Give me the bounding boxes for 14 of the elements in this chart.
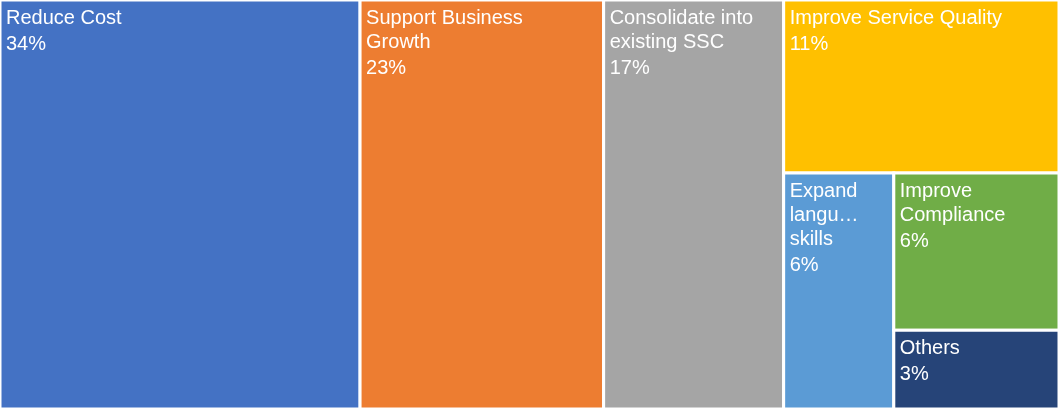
category-label: Expand langu… skills [789, 179, 859, 250]
data-label: 23% [366, 56, 407, 78]
data-label: 6% [789, 253, 819, 276]
data-label: 17% [609, 56, 650, 78]
category-label: Reduce Cost [6, 6, 123, 28]
category-label: Support Business Growth [366, 6, 523, 52]
data-label: 3% [899, 362, 929, 385]
data-label: 6% [899, 229, 929, 252]
category-label: Consolidate into existing SSC [609, 6, 754, 52]
category-label: Improve Service Quality [789, 6, 1002, 28]
category-label: Others [899, 336, 960, 359]
data-label: 34% [6, 32, 47, 54]
category-label: Improve Compliance [899, 179, 1006, 226]
data-label: 11% [789, 32, 829, 54]
